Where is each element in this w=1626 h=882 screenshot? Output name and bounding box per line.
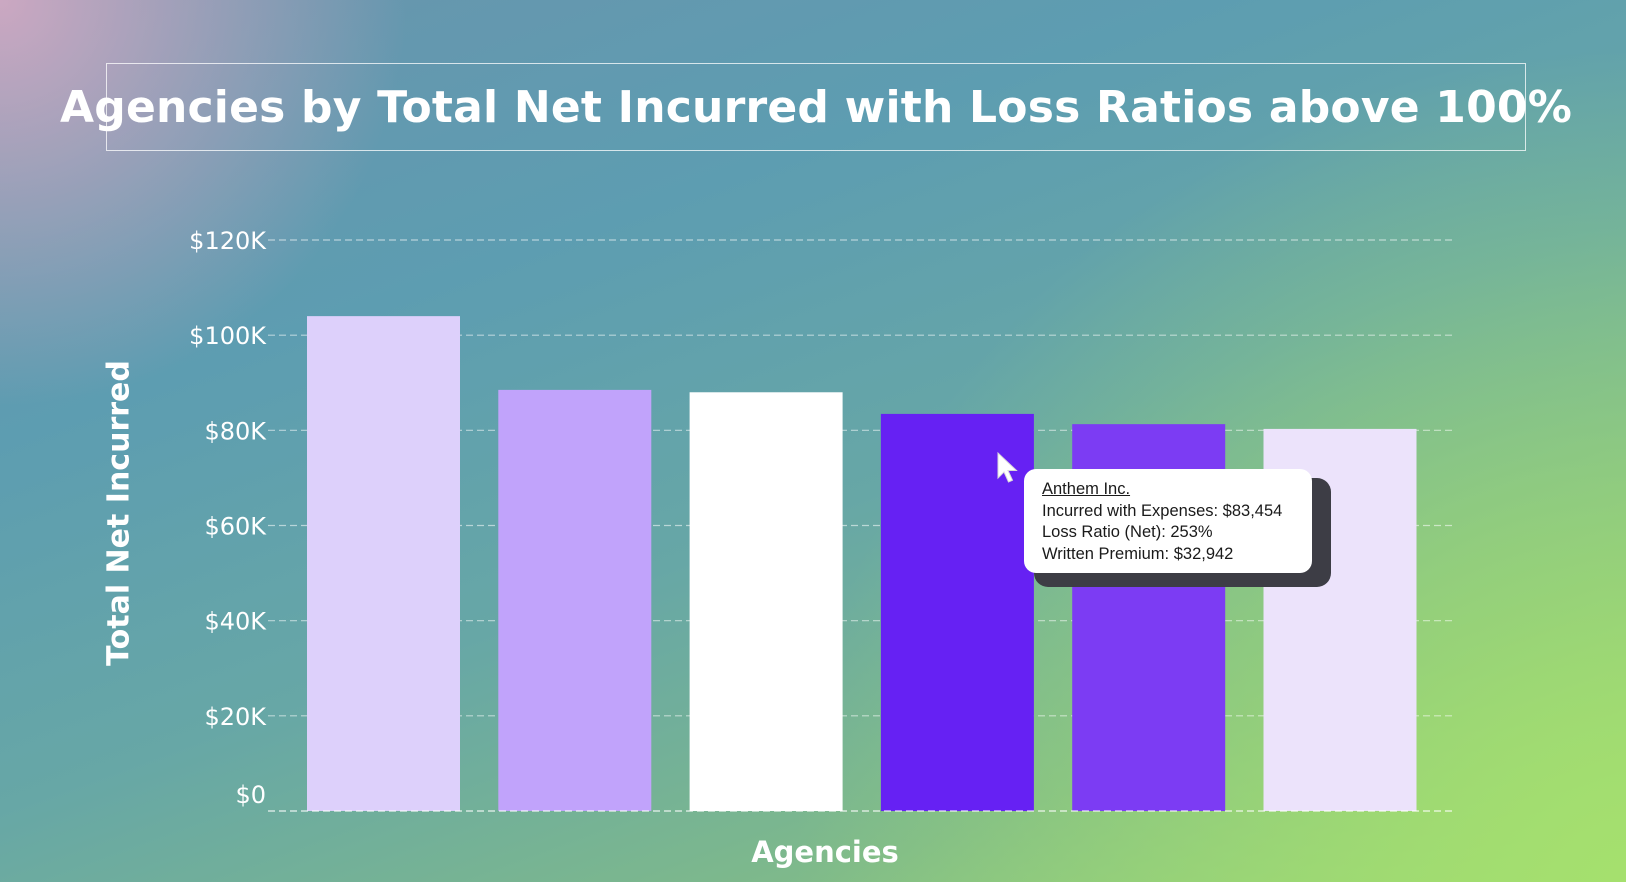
tooltip-line-loss-ratio: Loss Ratio (Net): 253% xyxy=(1042,523,1213,541)
y-tick-label: $100K xyxy=(189,322,267,350)
y-tick-label: $60K xyxy=(204,513,267,541)
y-tick-label: $0 xyxy=(235,781,266,809)
bar-tooltip: Anthem Inc. Incurred with Expenses: $83,… xyxy=(1024,469,1312,573)
tooltip-title: Anthem Inc. xyxy=(1042,480,1131,498)
bar[interactable] xyxy=(689,392,843,811)
bar[interactable] xyxy=(307,316,460,811)
y-tick-label: $40K xyxy=(204,608,267,636)
y-tick-label: $80K xyxy=(204,417,267,445)
chart-title-box: Agencies by Total Net Incurred with Loss… xyxy=(60,63,1572,151)
tooltip-line-incurred: Incurred with Expenses: $83,454 xyxy=(1042,501,1283,520)
chart-title: Agencies by Total Net Incurred with Loss… xyxy=(60,81,1573,133)
y-tick-label: $20K xyxy=(204,703,267,731)
y-axis-ticks: $0 $20K $40K $60K $80K $100K $120K xyxy=(189,227,267,809)
y-tick-label: $120K xyxy=(189,227,267,255)
y-axis-title: Total Net Incurred xyxy=(101,360,137,666)
tooltip-line-premium: Written Premium: $32,942 xyxy=(1042,544,1234,563)
arrow-pointer-icon xyxy=(997,451,1018,483)
x-axis-title: Agencies xyxy=(751,835,899,869)
bar[interactable] xyxy=(498,389,652,811)
